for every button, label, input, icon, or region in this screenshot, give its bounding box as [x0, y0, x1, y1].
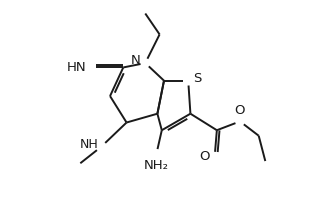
Text: NH: NH [80, 138, 99, 151]
Text: HN: HN [67, 61, 86, 74]
Text: N: N [131, 54, 140, 67]
Text: O: O [199, 150, 210, 163]
Text: NH₂: NH₂ [144, 159, 169, 172]
Text: O: O [235, 103, 245, 117]
Text: S: S [193, 72, 201, 85]
